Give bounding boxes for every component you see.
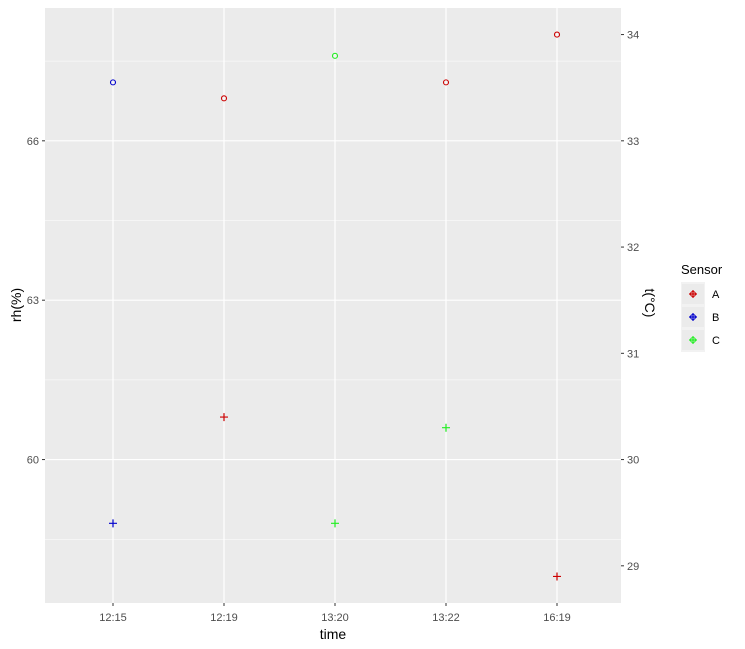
right-tick-label: 31: [627, 348, 639, 360]
legend-key-plus: [689, 336, 697, 344]
panel-background: [45, 8, 621, 603]
x-axis: 12:15 12:19 13:20 13:22 16:19: [99, 603, 571, 624]
data-point-rh: [331, 52, 339, 59]
legend-title: Sensor: [681, 262, 723, 277]
data-point-rh: [220, 95, 228, 102]
data-point-temperature: [442, 423, 450, 432]
data-point-temperature: [109, 519, 117, 528]
data-points: [109, 31, 561, 581]
data-point-temperature: [220, 413, 228, 422]
right-tick-label: 30: [627, 455, 639, 467]
legend-key-plus: [689, 290, 697, 298]
left-tick-label: 60: [27, 455, 39, 467]
minor-gridlines: [45, 60, 621, 540]
major-gridlines: [45, 8, 621, 603]
x-tick-label: 13:22: [432, 612, 460, 624]
legend: Sensor ABC: [681, 262, 723, 352]
right-tick-label: 33: [627, 136, 639, 148]
legend-label: B: [712, 312, 719, 324]
legend-label: A: [712, 289, 720, 301]
left-tick-label: 63: [27, 295, 39, 307]
data-point-temperature: [553, 572, 561, 581]
x-axis-title: time: [320, 626, 347, 642]
right-y-axis-title: t(°C): [642, 289, 658, 318]
x-tick-label: 12:15: [99, 612, 127, 624]
right-tick-label: 29: [627, 561, 639, 573]
right-y-axis: 29 30 31 32 33 34: [621, 30, 639, 573]
x-tick-label: 12:19: [210, 612, 238, 624]
data-point-rh: [109, 79, 117, 86]
left-y-axis: 60 63 66: [27, 136, 45, 467]
legend-key-plus: [689, 313, 697, 321]
left-tick-label: 66: [27, 136, 39, 148]
right-tick-label: 32: [627, 242, 639, 254]
x-tick-label: 13:20: [321, 612, 349, 624]
x-tick-label: 16:19: [543, 612, 571, 624]
left-y-axis-title: rh(%): [8, 288, 24, 322]
right-tick-label: 34: [627, 30, 639, 42]
data-point-rh: [442, 79, 450, 86]
data-point-temperature: [331, 519, 339, 528]
data-point-rh: [553, 31, 561, 38]
legend-label: C: [712, 335, 720, 347]
